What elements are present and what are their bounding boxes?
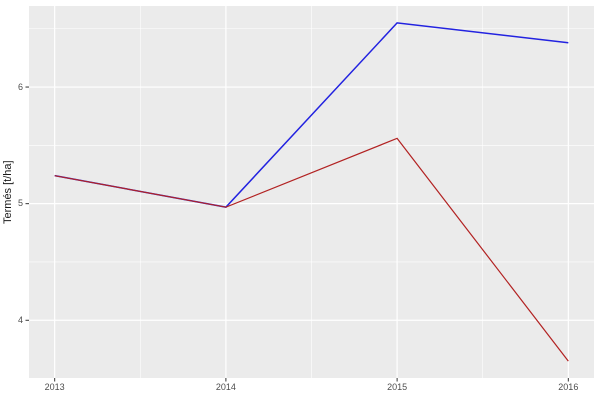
y-tick-label: 5 xyxy=(17,198,23,209)
y-tick-label: 4 xyxy=(17,314,23,325)
y-tick-label: 6 xyxy=(17,81,23,92)
x-tick-label: 2013 xyxy=(44,382,65,392)
x-tick-label: 2014 xyxy=(215,382,236,392)
red-series-line xyxy=(54,137,569,362)
x-tick-label: 2015 xyxy=(387,382,408,392)
x-tick-label: 2016 xyxy=(558,382,579,392)
grid-lines xyxy=(29,6,594,378)
